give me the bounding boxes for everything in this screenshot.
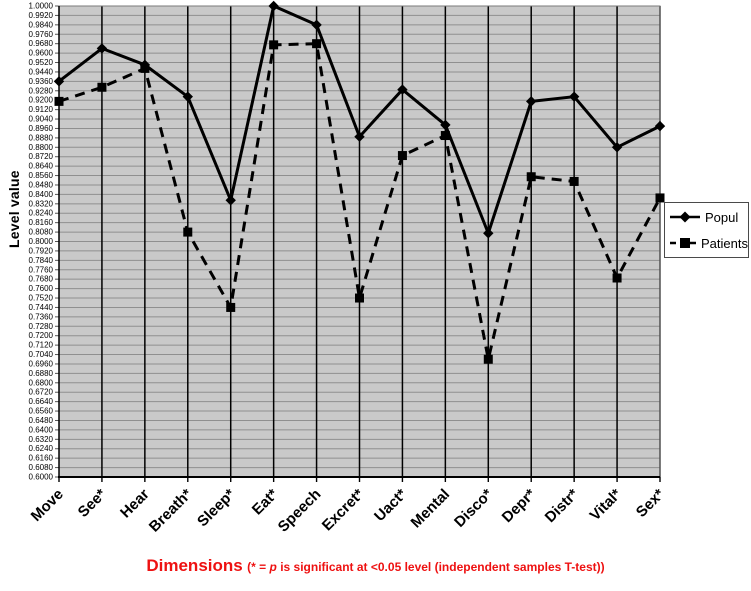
legend: Popul Patients xyxy=(664,202,749,258)
svg-text:0.7600: 0.7600 xyxy=(29,284,54,293)
svg-text:0.8400: 0.8400 xyxy=(29,190,54,199)
svg-text:0.9040: 0.9040 xyxy=(29,115,54,124)
svg-text:0.9360: 0.9360 xyxy=(29,77,54,86)
svg-text:See*: See* xyxy=(75,486,110,521)
svg-text:0.9680: 0.9680 xyxy=(29,39,54,48)
svg-text:0.9120: 0.9120 xyxy=(29,105,54,114)
svg-text:0.9200: 0.9200 xyxy=(29,96,54,105)
svg-text:Eat*: Eat* xyxy=(249,486,282,519)
legend-item-patients: Patients xyxy=(669,232,748,254)
legend-label-popul: Popul xyxy=(705,209,739,225)
svg-text:0.8240: 0.8240 xyxy=(29,209,54,218)
svg-text:0.6160: 0.6160 xyxy=(29,454,54,463)
svg-text:0.6480: 0.6480 xyxy=(29,416,54,425)
svg-text:Sleep*: Sleep* xyxy=(194,486,239,531)
svg-text:0.6000: 0.6000 xyxy=(29,473,54,482)
svg-text:0.9840: 0.9840 xyxy=(29,20,54,29)
svg-text:Distr*: Distr* xyxy=(542,486,582,526)
svg-text:0.6880: 0.6880 xyxy=(29,369,54,378)
patients-line-square-icon xyxy=(670,238,698,248)
svg-text:0.6640: 0.6640 xyxy=(29,397,54,406)
svg-text:0.8320: 0.8320 xyxy=(29,199,54,208)
svg-text:0.7360: 0.7360 xyxy=(29,312,54,321)
svg-text:0.6400: 0.6400 xyxy=(29,425,54,434)
svg-text:0.7760: 0.7760 xyxy=(29,265,54,274)
svg-text:0.8160: 0.8160 xyxy=(29,218,54,227)
svg-text:Move: Move xyxy=(28,486,67,525)
svg-text:0.7840: 0.7840 xyxy=(29,256,54,265)
svg-text:0.6560: 0.6560 xyxy=(29,407,54,416)
svg-text:0.6080: 0.6080 xyxy=(29,463,54,472)
y-axis-title: Level value xyxy=(6,170,22,248)
svg-text:0.6960: 0.6960 xyxy=(29,359,54,368)
svg-text:0.6800: 0.6800 xyxy=(29,378,54,387)
svg-text:0.6320: 0.6320 xyxy=(29,435,54,444)
svg-text:0.7920: 0.7920 xyxy=(29,246,54,255)
svg-text:0.8720: 0.8720 xyxy=(29,152,54,161)
svg-text:0.8000: 0.8000 xyxy=(29,237,54,246)
svg-text:Vital*: Vital* xyxy=(587,486,625,524)
svg-text:0.8960: 0.8960 xyxy=(29,124,54,133)
svg-text:Depr*: Depr* xyxy=(499,486,539,526)
svg-text:1.0000: 1.0000 xyxy=(29,2,54,11)
svg-text:0.7280: 0.7280 xyxy=(29,322,54,331)
svg-text:0.8640: 0.8640 xyxy=(29,162,54,171)
svg-text:0.9600: 0.9600 xyxy=(29,49,54,58)
x-axis-caption: Dimensions (* = p is significant at <0.0… xyxy=(0,556,751,576)
svg-text:0.9280: 0.9280 xyxy=(29,86,54,95)
svg-text:0.8800: 0.8800 xyxy=(29,143,54,152)
caption-title: Dimensions xyxy=(146,556,243,575)
svg-text:0.7440: 0.7440 xyxy=(29,303,54,312)
svg-text:0.9760: 0.9760 xyxy=(29,30,54,39)
svg-text:Speech: Speech xyxy=(275,486,325,536)
svg-text:Hear: Hear xyxy=(117,486,153,522)
svg-text:0.7120: 0.7120 xyxy=(29,341,54,350)
svg-text:0.8560: 0.8560 xyxy=(29,171,54,180)
svg-text:Disco*: Disco* xyxy=(451,486,496,531)
svg-text:0.8880: 0.8880 xyxy=(29,133,54,142)
svg-text:Breath*: Breath* xyxy=(146,486,196,536)
svg-text:0.8080: 0.8080 xyxy=(29,228,54,237)
svg-text:0.7520: 0.7520 xyxy=(29,294,54,303)
svg-text:0.7200: 0.7200 xyxy=(29,331,54,340)
svg-text:Mental: Mental xyxy=(408,486,454,532)
legend-item-popul: Popul xyxy=(669,206,748,228)
svg-text:0.6240: 0.6240 xyxy=(29,444,54,453)
popul-line-diamond-icon xyxy=(670,211,700,223)
svg-text:0.7680: 0.7680 xyxy=(29,275,54,284)
svg-text:0.8480: 0.8480 xyxy=(29,180,54,189)
legend-label-patients: Patients xyxy=(701,235,748,251)
svg-text:0.6720: 0.6720 xyxy=(29,388,54,397)
svg-text:0.9520: 0.9520 xyxy=(29,58,54,67)
svg-text:Sex*: Sex* xyxy=(633,486,668,521)
svg-text:0.9920: 0.9920 xyxy=(29,11,54,20)
caption-note: (* = p is significant at <0.05 level (in… xyxy=(247,560,605,574)
svg-text:0.7040: 0.7040 xyxy=(29,350,54,359)
svg-text:0.9440: 0.9440 xyxy=(29,67,54,76)
svg-text:Excret*: Excret* xyxy=(319,486,368,535)
svg-text:Uact*: Uact* xyxy=(371,486,410,525)
